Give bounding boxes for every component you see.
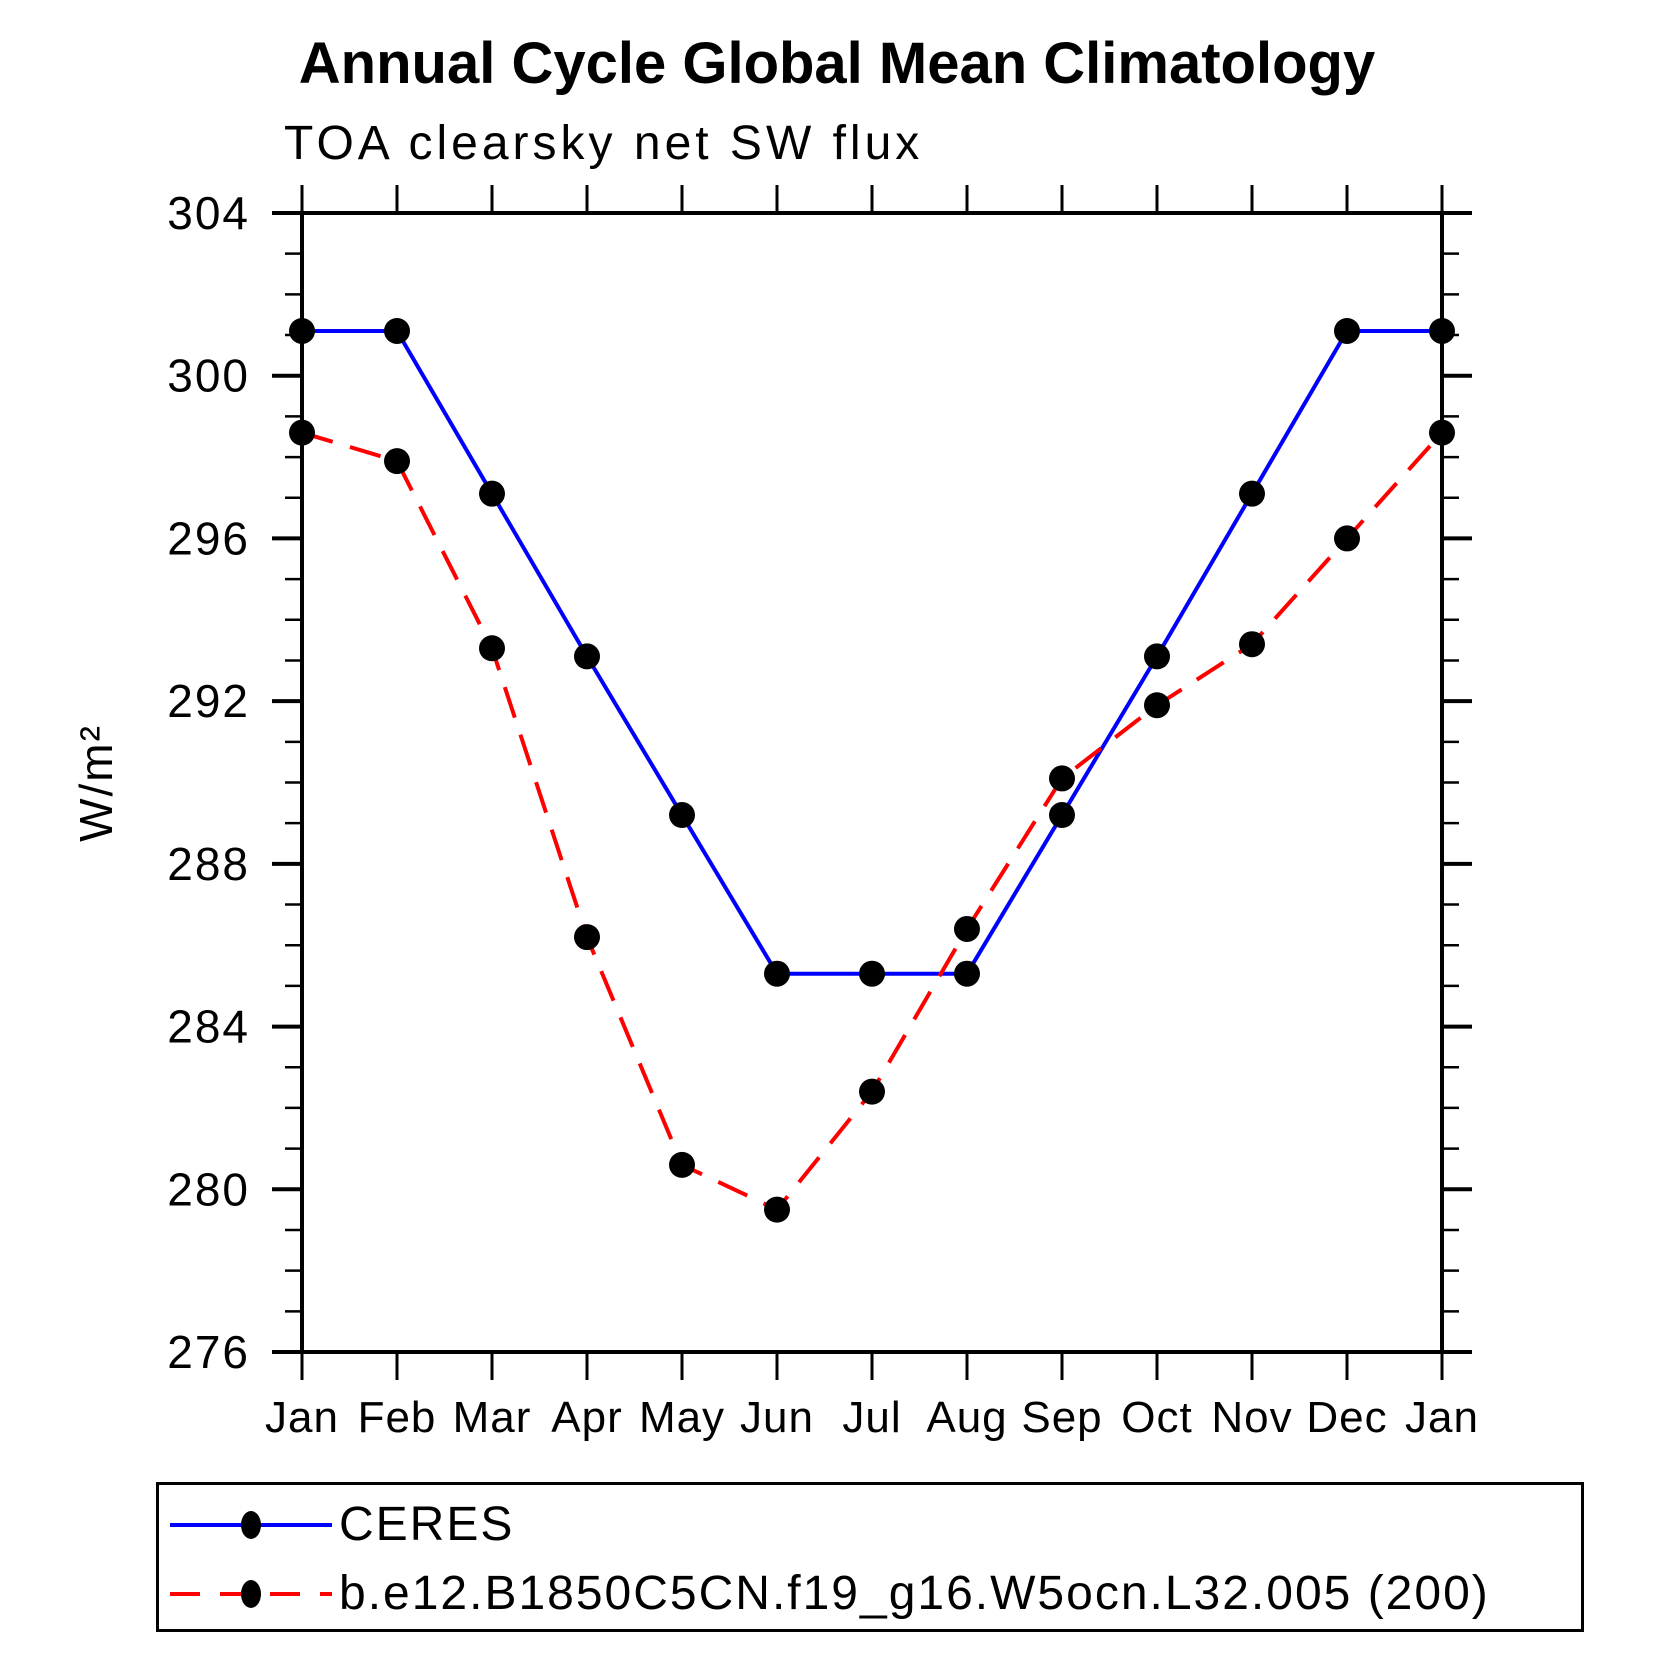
data-point-marker: [764, 960, 790, 987]
svg-text:292: 292: [167, 675, 250, 727]
svg-text:Jun: Jun: [740, 1393, 814, 1442]
data-point-marker: [1239, 480, 1265, 507]
x-tick-labels: Jan Feb Mar Apr May Jun Jul Aug Sep Oct Nov Dec Jan: [265, 1393, 1479, 1442]
data-point-marker: [1144, 692, 1170, 719]
data-point-marker: [384, 448, 410, 475]
data-point-marker: [1334, 317, 1360, 344]
svg-text:Oct: Oct: [1121, 1393, 1192, 1442]
legend-label-model: b.e12.B1850C5CN.f19_g16.W5ocn.L32.005 (2…: [339, 1567, 1490, 1620]
svg-text:Aug: Aug: [926, 1393, 1007, 1442]
axis-box: [300, 211, 1444, 1354]
svg-text:Jul: Jul: [842, 1393, 901, 1442]
data-point-marker: [954, 960, 980, 987]
data-point-marker: [574, 643, 600, 670]
data-point-marker: [1049, 802, 1075, 829]
series-ceres: [289, 317, 1455, 987]
data-point-marker: [1429, 419, 1455, 446]
svg-text:Mar: Mar: [453, 1393, 532, 1442]
data-point-marker: [384, 317, 410, 344]
svg-text:300: 300: [167, 350, 250, 402]
legend-item-ceres: CERES: [159, 1490, 1581, 1559]
svg-text:304: 304: [167, 187, 250, 239]
data-point-marker: [954, 915, 980, 942]
axis-ticks: [272, 185, 1472, 1380]
data-point-marker: [1334, 525, 1360, 552]
data-point-marker: [859, 960, 885, 987]
svg-text:296: 296: [167, 512, 250, 564]
svg-text:288: 288: [167, 838, 250, 890]
y-tick-labels: 276 280 284 288 292 296 300 304: [167, 187, 250, 1378]
data-point-marker: [479, 480, 505, 507]
data-point-marker: [859, 1078, 885, 1105]
data-point-marker: [574, 924, 600, 951]
data-point-marker: [764, 1196, 790, 1223]
series-model: [289, 419, 1455, 1223]
svg-text:Jan: Jan: [1405, 1393, 1479, 1442]
data-point-marker: [1429, 317, 1455, 344]
legend-item-model: b.e12.B1850C5CN.f19_g16.W5ocn.L32.005 (2…: [159, 1559, 1581, 1628]
data-point-marker: [669, 1151, 695, 1178]
svg-text:Sep: Sep: [1021, 1393, 1102, 1442]
chart-title: Annual Cycle Global Mean Climatology: [298, 31, 1376, 96]
legend: CERES b.e12.B1850C5CN.f19_g16.W5ocn.L32.…: [156, 1482, 1584, 1632]
svg-text:Jan: Jan: [265, 1393, 339, 1442]
ceres-line-sample: [170, 1510, 332, 1539]
svg-text:276: 276: [167, 1326, 250, 1378]
svg-text:280: 280: [167, 1163, 250, 1215]
chart-subtitle: TOA clearsky net SW flux: [284, 117, 924, 170]
data-point-marker: [669, 802, 695, 829]
svg-text:Feb: Feb: [358, 1393, 437, 1442]
y-axis-title: W/m²: [70, 724, 122, 842]
svg-text:284: 284: [167, 1001, 250, 1053]
data-point-marker: [479, 635, 505, 662]
svg-text:May: May: [639, 1393, 725, 1442]
model-marker-icon: [241, 1579, 261, 1608]
svg-text:Apr: Apr: [551, 1393, 622, 1442]
svg-text:Dec: Dec: [1306, 1393, 1387, 1442]
svg-text:Nov: Nov: [1211, 1393, 1292, 1442]
data-point-marker: [289, 419, 315, 446]
series-line: [302, 328, 1442, 976]
model-line-sample: [170, 1579, 332, 1608]
ceres-marker-icon: [241, 1510, 261, 1539]
legend-label-ceres: CERES: [339, 1498, 515, 1551]
data-point-marker: [1049, 765, 1075, 792]
data-point-marker: [1144, 643, 1170, 670]
data-point-marker: [289, 317, 315, 344]
data-point-marker: [1239, 631, 1265, 658]
